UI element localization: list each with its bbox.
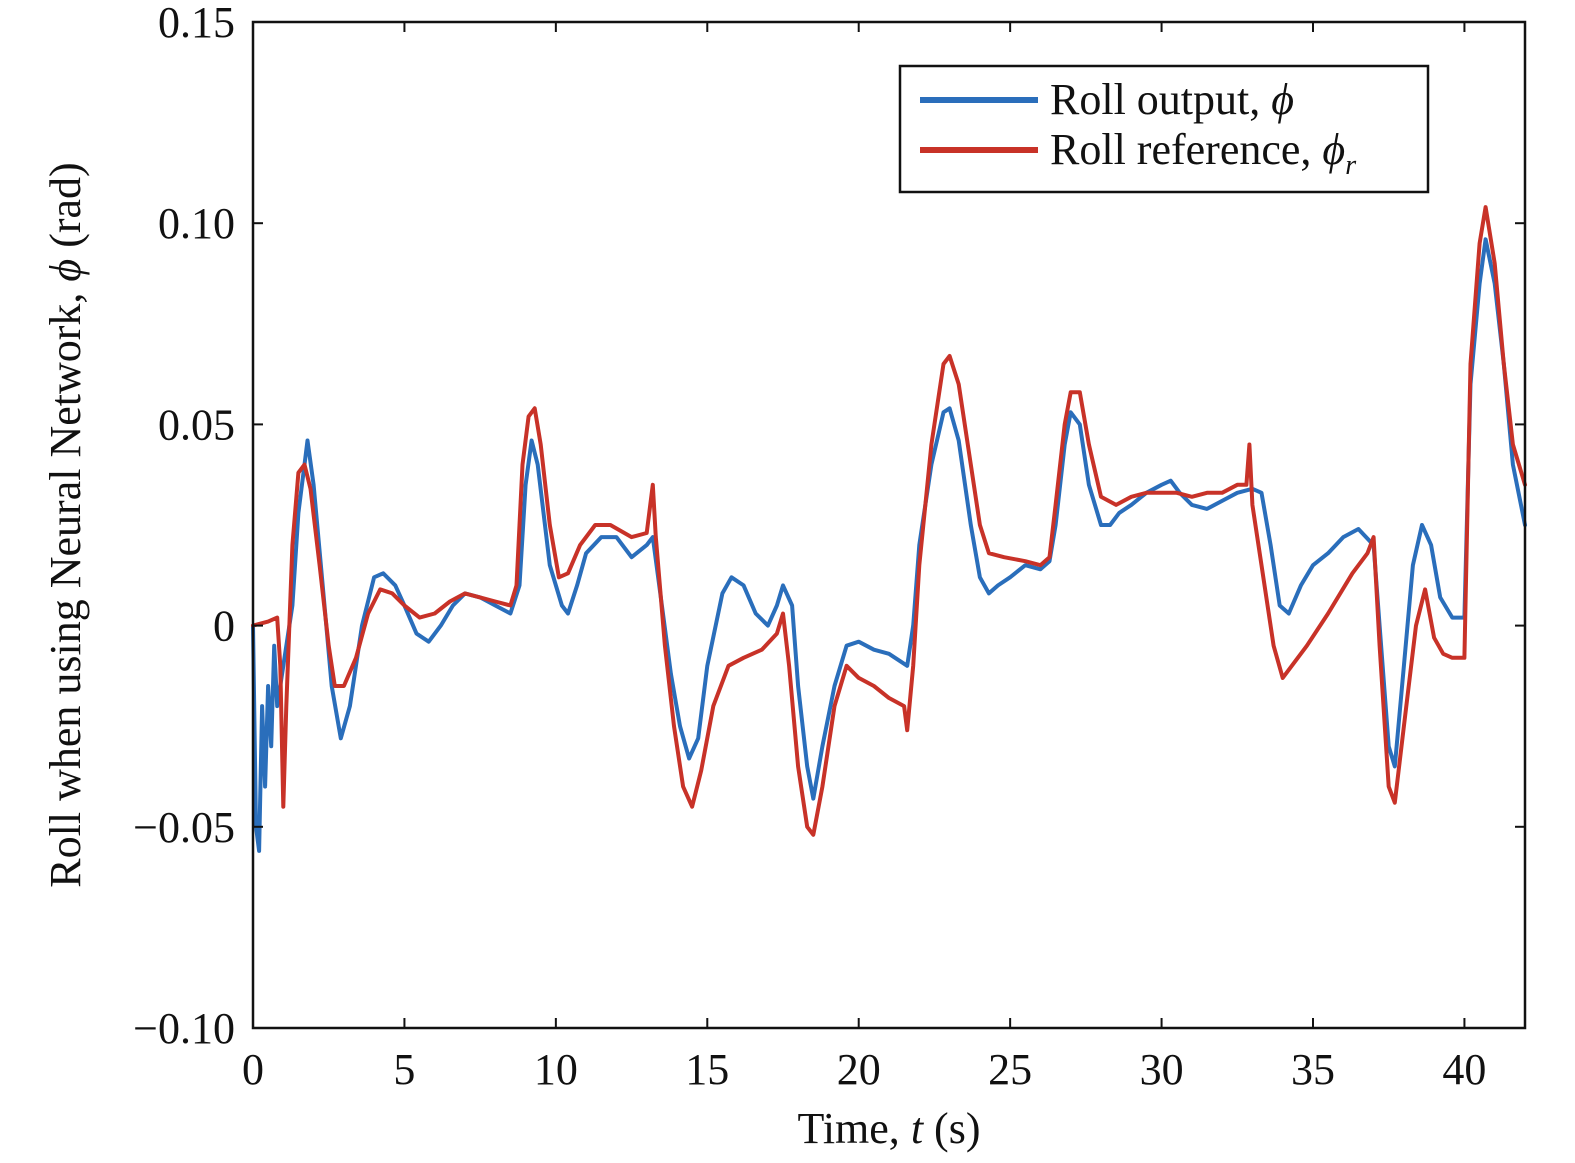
y-tick-label: −0.05	[133, 803, 235, 852]
y-tick-label: 0.05	[158, 400, 235, 449]
x-tick-label: 10	[534, 1045, 578, 1094]
x-tick-label: 20	[837, 1045, 881, 1094]
legend: Roll output, ϕ Roll reference, ϕr	[898, 64, 1430, 194]
plot-frame	[251, 20, 1527, 1030]
legend-label-roll-reference: Roll reference, ϕr	[1050, 125, 1356, 181]
series-line-0	[251, 237, 1527, 853]
x-tick-label: 40	[1442, 1045, 1486, 1094]
y-tick-label: 0	[213, 602, 235, 651]
y-tick-label: 0.15	[158, 0, 235, 47]
y-tick-label: 0.10	[158, 199, 235, 248]
x-tick-label: 30	[1140, 1045, 1184, 1094]
ticks-layer	[252, 21, 1525, 1029]
x-tick-label: 35	[1291, 1045, 1335, 1094]
x-tick-label: 25	[988, 1045, 1032, 1094]
tick-labels-layer: 0 5 10 15 20 25 30 35 40 −0.10 −0.05 0 0.05 0.10 0.15	[133, 0, 1486, 1094]
x-tick-label: 0	[242, 1045, 264, 1094]
y-axis-label: Roll when using Neural Network, ϕ (rad)	[41, 162, 90, 887]
series-layer	[251, 205, 1527, 853]
legend-label-roll-output: Roll output, ϕ	[1050, 75, 1294, 124]
series-line-1	[251, 205, 1527, 837]
y-tick-label: −0.10	[133, 1004, 235, 1053]
x-tick-label: 5	[393, 1045, 415, 1094]
x-axis-label: Time, t (s)	[798, 1104, 981, 1153]
x-tick-label: 15	[685, 1045, 729, 1094]
legend-box	[898, 64, 1430, 194]
